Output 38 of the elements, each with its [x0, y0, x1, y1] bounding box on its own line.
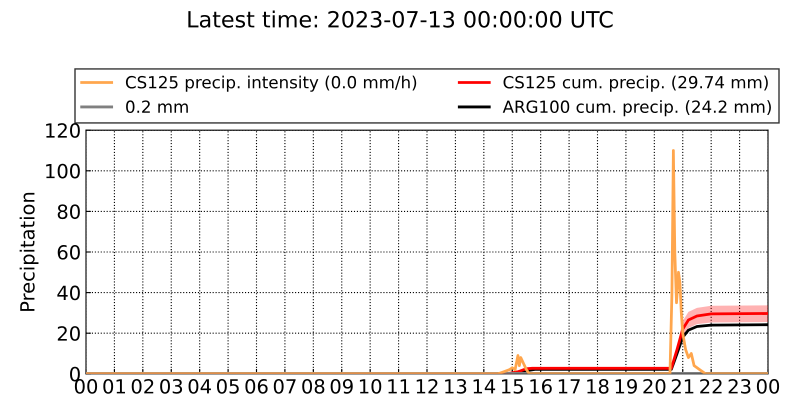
x-tick-label: 03	[160, 379, 182, 394]
y-tick-label: 60	[58, 244, 80, 260]
legend-label: ARG100 cum. precip. (24.2 mm)	[502, 100, 771, 116]
x-tick-label: 05	[216, 379, 239, 394]
x-tick-label: 18	[587, 379, 609, 394]
y-tick-label: 0	[70, 366, 80, 382]
x-tick-label: 02	[132, 379, 154, 394]
chart-title: Latest time: 2023-07-13 00:00:00 UTC	[188, 10, 613, 28]
legend-label: CS125 precip. intensity (0.0 mm/h)	[126, 76, 416, 92]
y-tick-label: 20	[58, 326, 80, 341]
x-tick-label: 11	[388, 379, 410, 394]
x-tick-label: 20	[643, 379, 666, 394]
x-tick-label: 14	[474, 379, 496, 394]
x-tick-label: 08	[302, 379, 324, 394]
y-tick-label: 40	[57, 286, 80, 300]
legend-label: 0.2 mm	[126, 100, 188, 113]
x-tick-label: 21	[672, 379, 694, 394]
x-tick-label: 09	[330, 379, 353, 394]
x-tick-label: 00	[74, 379, 98, 394]
x-tick-label: 06	[245, 379, 268, 394]
x-tick-label: 00	[756, 379, 780, 394]
x-tick-label: 07	[274, 379, 296, 394]
x-tick-label: 10	[360, 379, 382, 394]
x-tick-label: 16	[530, 379, 552, 394]
x-tick-label: 23	[728, 379, 750, 394]
x-tick-label: 13	[445, 379, 466, 394]
x-tick-label: 04	[188, 379, 211, 394]
x-tick-label: 22	[700, 379, 722, 394]
y-tick-label: 80	[58, 204, 80, 220]
x-tick-label: 01	[103, 379, 125, 394]
x-tick-label: 15	[502, 379, 523, 394]
legend-label: CS125 cum. precip. (29.74 mm)	[504, 76, 768, 92]
x-tick-label: 17	[558, 379, 580, 394]
x-tick-label: 19	[616, 379, 637, 394]
x-tick-label: 12	[416, 379, 438, 394]
y-axis-title: Precipitation	[20, 192, 38, 311]
y-tick-label: 120	[46, 123, 80, 138]
y-tick-label: 100	[46, 164, 80, 178]
